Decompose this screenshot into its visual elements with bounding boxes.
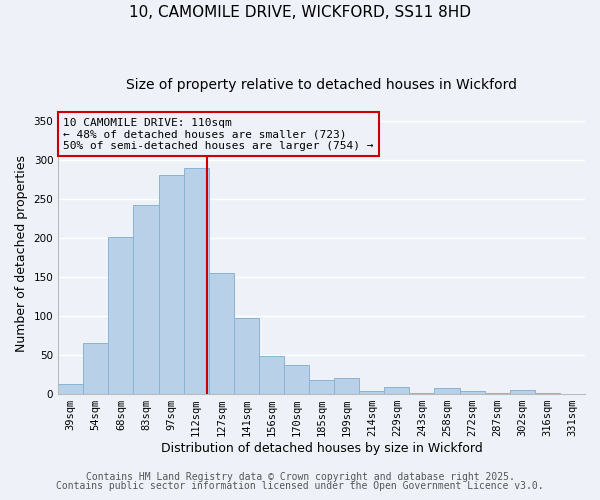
Bar <box>460 391 485 394</box>
Bar <box>209 274 234 394</box>
Bar <box>284 365 309 394</box>
Bar <box>259 356 284 394</box>
Bar <box>510 390 535 394</box>
Bar <box>184 168 209 394</box>
Bar <box>409 392 434 394</box>
Bar <box>83 344 109 394</box>
Bar <box>133 206 158 394</box>
Bar <box>385 387 409 394</box>
X-axis label: Distribution of detached houses by size in Wickford: Distribution of detached houses by size … <box>161 442 482 455</box>
Bar <box>485 392 510 394</box>
Text: Contains public sector information licensed under the Open Government Licence v3: Contains public sector information licen… <box>56 481 544 491</box>
Bar <box>535 392 560 394</box>
Bar <box>58 384 83 394</box>
Text: 10 CAMOMILE DRIVE: 110sqm
← 48% of detached houses are smaller (723)
50% of semi: 10 CAMOMILE DRIVE: 110sqm ← 48% of detac… <box>64 118 374 151</box>
Text: Contains HM Land Registry data © Crown copyright and database right 2025.: Contains HM Land Registry data © Crown c… <box>86 472 514 482</box>
Bar <box>234 318 259 394</box>
Bar <box>334 378 359 394</box>
Bar <box>158 175 184 394</box>
Bar <box>359 391 385 394</box>
Bar <box>109 238 133 394</box>
Bar <box>309 380 334 394</box>
Y-axis label: Number of detached properties: Number of detached properties <box>15 156 28 352</box>
Bar <box>434 388 460 394</box>
Title: Size of property relative to detached houses in Wickford: Size of property relative to detached ho… <box>126 78 517 92</box>
Text: 10, CAMOMILE DRIVE, WICKFORD, SS11 8HD: 10, CAMOMILE DRIVE, WICKFORD, SS11 8HD <box>129 5 471 20</box>
